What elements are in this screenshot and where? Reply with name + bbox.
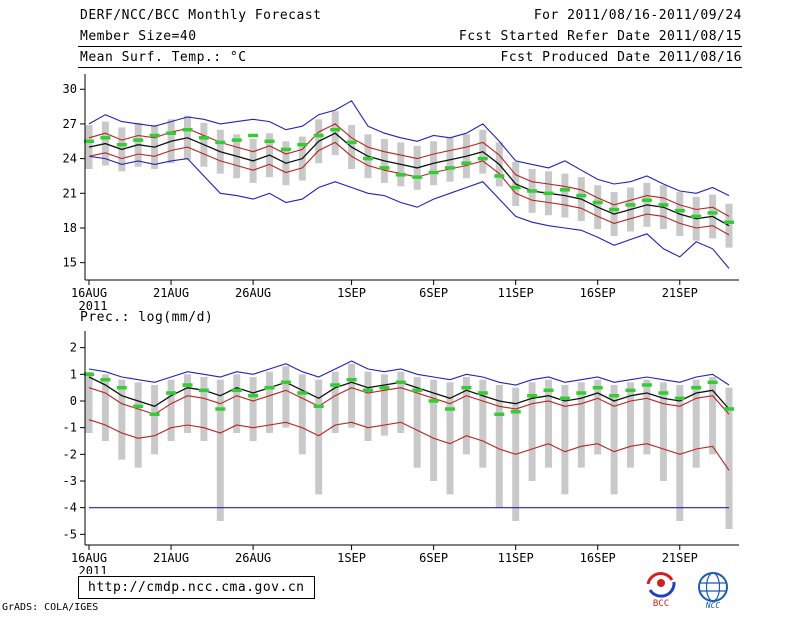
member-size-label: Member Size=40 <box>80 29 197 44</box>
svg-text:18: 18 <box>63 221 77 235</box>
lower-quartile-line <box>88 141 730 236</box>
svg-text:BCC: BCC <box>653 599 669 609</box>
svg-text:-2: -2 <box>63 447 77 461</box>
bcc-logo-icon: BCC <box>646 572 676 609</box>
refer-date-label: Fcst Started Refer Date 2011/08/15 <box>458 29 742 44</box>
upper-quartile-line <box>88 387 730 415</box>
svg-text:11SEP: 11SEP <box>498 286 534 300</box>
header-divider-1 <box>78 46 742 47</box>
svg-text:21AUG: 21AUG <box>153 286 189 300</box>
variable-label-temp: Mean Surf. Temp.: °C <box>80 50 247 65</box>
agency-logos: BCC NCC <box>638 570 736 610</box>
ensemble-mean-line <box>88 376 730 410</box>
svg-text:24: 24 <box>63 152 77 166</box>
grads-credit: GrADS: COLA/IGES <box>2 602 99 613</box>
svg-text:NCC: NCC <box>705 601 721 610</box>
svg-text:16AUG: 16AUG <box>71 286 107 300</box>
ensemble-min-line <box>88 155 730 269</box>
svg-text:16AUG: 16AUG <box>71 551 107 565</box>
spread-bars <box>85 363 733 529</box>
svg-text:26AUG: 26AUG <box>235 551 271 565</box>
svg-text:21AUG: 21AUG <box>153 551 189 565</box>
page-title: DERF/NCC/BCC Monthly Forecast <box>80 8 322 23</box>
ncc-logo-icon: NCC <box>698 572 728 610</box>
produced-date-label: Fcst Produced Date 2011/08/16 <box>500 50 742 65</box>
svg-text:26AUG: 26AUG <box>235 286 271 300</box>
svg-text:21SEP: 21SEP <box>662 551 698 565</box>
observation-dashes <box>84 127 734 224</box>
svg-text:6SEP: 6SEP <box>419 286 448 300</box>
ensemble-max-line <box>88 100 730 197</box>
header-divider-2 <box>78 67 742 68</box>
svg-text:11SEP: 11SEP <box>498 551 534 565</box>
svg-text:30: 30 <box>63 82 77 96</box>
ensemble-max-line <box>88 360 730 386</box>
svg-text:16SEP: 16SEP <box>580 286 616 300</box>
svg-text:-3: -3 <box>63 474 77 488</box>
temperature-chart: 30 27 24 21 18 15 16AUG 21AUG 26AUG 1SEP 6SEP 11SEP… <box>63 74 739 313</box>
lower-quartile-line <box>88 419 730 471</box>
svg-text:1SEP: 1SEP <box>337 551 366 565</box>
svg-text:21: 21 <box>63 186 77 200</box>
svg-text:6SEP: 6SEP <box>419 551 448 565</box>
svg-text:1: 1 <box>70 367 77 381</box>
svg-text:15: 15 <box>63 256 77 270</box>
svg-text:2: 2 <box>70 341 77 355</box>
svg-text:27: 27 <box>63 117 77 131</box>
precipitation-chart: 2 1 0 -1 -2 -3 -4 -5 16AUG 21AUG 26AUG 1SEP 6SEP 11SE… <box>63 331 739 574</box>
svg-text:2011: 2011 <box>79 299 108 313</box>
upper-quartile-line <box>88 123 730 217</box>
svg-text:2011: 2011 <box>79 564 108 574</box>
svg-text:-5: -5 <box>63 527 77 541</box>
svg-text:21SEP: 21SEP <box>662 286 698 300</box>
source-url: http://cmdp.ncc.cma.gov.cn <box>78 576 315 599</box>
svg-text:0: 0 <box>70 394 77 408</box>
svg-text:-4: -4 <box>63 501 77 515</box>
variable-label-prec: Prec.: log(mm/d) <box>80 310 214 325</box>
svg-text:1SEP: 1SEP <box>337 286 366 300</box>
svg-text:16SEP: 16SEP <box>580 551 616 565</box>
forecast-range-label: For 2011/08/16-2011/09/24 <box>533 8 742 23</box>
ensemble-mean-line <box>88 132 730 227</box>
svg-text:-1: -1 <box>63 421 77 435</box>
observation-dashes <box>84 372 734 417</box>
